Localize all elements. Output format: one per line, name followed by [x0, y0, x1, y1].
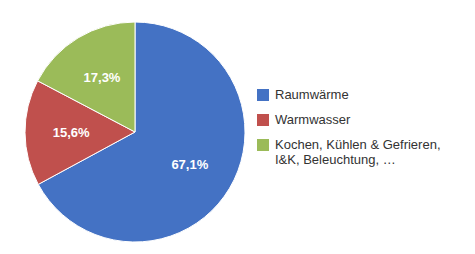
- html-text:Warmwasser: Warmwasser: [275, 112, 351, 127]
- svg-text:15,6%: 15,6%: [53, 125, 90, 140]
- svg-text:17,3%: 17,3%: [84, 70, 121, 85]
- html-text:I&K, Beleuchtung, …: I&K, Beleuchtung, …: [275, 152, 396, 167]
- svg-text:67,1%: 67,1%: [171, 157, 208, 172]
- html-text:Kochen, Kühlen & Gefrieren,: Kochen, Kühlen & Gefrieren,: [275, 137, 441, 152]
- html-text:Raumwärme: Raumwärme: [275, 87, 349, 102]
